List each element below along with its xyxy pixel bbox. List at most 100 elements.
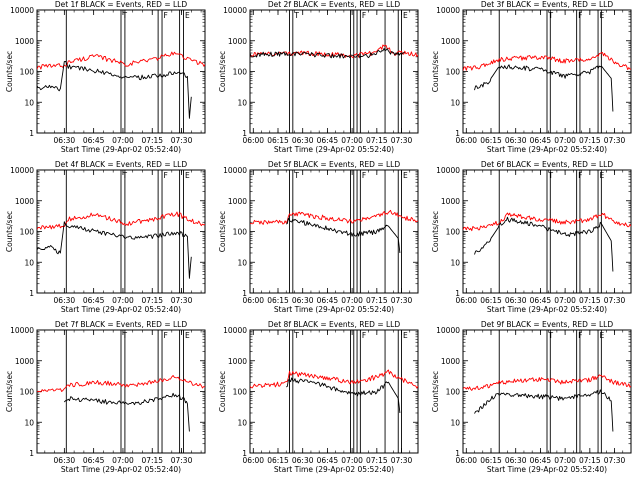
y-tick-label: 1 <box>455 289 460 298</box>
plot-frame <box>249 329 419 454</box>
panel-title: Det 6f BLACK = Events, RED = LLD <box>481 160 614 169</box>
y-axis-label: Counts/sec <box>218 211 227 252</box>
x-tick-label: 06:00 <box>242 456 264 465</box>
y-tick-label: 10 <box>237 258 247 267</box>
detector-panel: Det 9f BLACK = Events, RED = LLD 1 10 100 10… <box>431 320 632 474</box>
y-tick-label: 100 <box>20 228 35 237</box>
x-tick-label: 06:45 <box>317 456 339 465</box>
x-tick-label: 07:30 <box>171 296 193 305</box>
y-tick-label: 1 <box>242 289 247 298</box>
x-tick-label: 07:15 <box>579 296 601 305</box>
plot-area: TFE <box>37 10 205 133</box>
y-tick-label: 100 <box>20 68 35 77</box>
x-tick-label: 06:00 <box>455 136 477 145</box>
y-tick-label: 10000 <box>436 326 460 335</box>
event-marker-label: E <box>403 11 408 20</box>
x-tick-label: 06:15 <box>480 456 502 465</box>
y-tick-label: 1 <box>29 129 34 138</box>
x-tick-label: 06:15 <box>267 296 289 305</box>
x-tick-label: 06:15 <box>480 136 502 145</box>
y-tick-label: 10000 <box>436 166 460 175</box>
lld-series-line <box>250 209 418 225</box>
x-tick-label: 07:30 <box>604 296 626 305</box>
y-tick-label: 1000 <box>441 197 460 206</box>
x-tick-label: 06:15 <box>267 136 289 145</box>
x-tick-label: 07:15 <box>366 456 388 465</box>
event-marker-label: E <box>600 331 605 340</box>
y-tick-label: 1 <box>29 449 34 458</box>
panel-title: Det 2f BLACK = Events, RED = LLD <box>268 0 401 9</box>
y-axis-label: Counts/sec <box>431 371 440 412</box>
x-tick-label: 06:00 <box>242 296 264 305</box>
lld-series-line <box>463 212 631 232</box>
x-axis-label: Start Time (29-Apr-02 05:52:40) <box>487 465 607 474</box>
event-marker-label: T <box>293 11 299 20</box>
detector-panel: Det 5f BLACK = Events, RED = LLD 1 10 100 10… <box>218 160 419 314</box>
detector-panel: Det 8f BLACK = Events, RED = LLD 1 10 100 10… <box>218 320 419 474</box>
x-tick-label: 06:00 <box>455 296 477 305</box>
y-tick-label: 1000 <box>15 197 34 206</box>
x-tick-label: 06:30 <box>505 296 527 305</box>
y-tick-label: 10000 <box>10 166 34 175</box>
x-tick-label: 06:45 <box>83 136 105 145</box>
x-tick-label: 06:30 <box>54 296 76 305</box>
y-tick-label: 100 <box>20 388 35 397</box>
events-series-line <box>250 48 405 59</box>
x-tick-label: 06:30 <box>292 296 314 305</box>
y-tick-label: 1 <box>455 129 460 138</box>
panel-title: Det 7f BLACK = Events, RED = LLD <box>55 320 188 329</box>
event-marker-label: F <box>362 11 366 20</box>
y-tick-label: 1000 <box>441 37 460 46</box>
plot-area: TFE <box>463 330 631 453</box>
x-tick-label: 06:00 <box>455 456 477 465</box>
panel-title: Det 5f BLACK = Events, RED = LLD <box>268 160 401 169</box>
panel-title: Det 1f BLACK = Events, RED = LLD <box>55 0 188 9</box>
x-tick-label: 07:00 <box>112 136 134 145</box>
x-tick-label: 07:00 <box>341 296 363 305</box>
y-axis-label: Counts/sec <box>218 51 227 92</box>
y-tick-label: 10 <box>450 418 460 427</box>
x-tick-label: 07:30 <box>171 456 193 465</box>
x-tick-label: 06:45 <box>83 296 105 305</box>
events-series-line <box>285 377 401 414</box>
event-marker-label: E <box>185 171 190 180</box>
y-tick-label: 10000 <box>10 326 34 335</box>
events-series-line <box>37 221 192 279</box>
event-marker-label: T <box>293 171 299 180</box>
lld-series-line <box>37 51 205 70</box>
x-tick-label: 06:00 <box>242 136 264 145</box>
y-tick-label: 1000 <box>15 37 34 46</box>
y-tick-label: 10 <box>237 418 247 427</box>
event-marker-label: E <box>403 171 408 180</box>
y-tick-label: 1 <box>242 129 247 138</box>
y-tick-label: 100 <box>446 228 461 237</box>
y-tick-label: 10000 <box>10 6 34 15</box>
y-tick-label: 100 <box>446 388 461 397</box>
y-tick-label: 1000 <box>228 357 247 366</box>
panel-title: Det 3f BLACK = Events, RED = LLD <box>481 0 614 9</box>
x-tick-label: 06:30 <box>292 456 314 465</box>
x-tick-label: 07:15 <box>366 136 388 145</box>
x-tick-label: 07:30 <box>391 456 413 465</box>
events-series-line <box>285 217 401 254</box>
x-tick-label: 07:15 <box>141 456 163 465</box>
plot-area: TFE <box>463 10 631 133</box>
y-tick-label: 10 <box>450 98 460 107</box>
x-tick-label: 06:45 <box>530 456 552 465</box>
x-axis-label: Start Time (29-Apr-02 05:52:40) <box>274 465 394 474</box>
y-tick-label: 10000 <box>223 326 247 335</box>
x-tick-label: 07:00 <box>554 456 576 465</box>
y-tick-label: 100 <box>446 68 461 77</box>
plot-frame <box>249 9 419 134</box>
event-marker-label: F <box>362 171 366 180</box>
events-series-line <box>63 392 190 432</box>
event-marker-label: E <box>403 331 408 340</box>
y-tick-label: 100 <box>233 68 248 77</box>
y-tick-label: 1000 <box>228 197 247 206</box>
x-tick-label: 07:00 <box>112 456 134 465</box>
x-tick-label: 06:30 <box>292 136 314 145</box>
x-tick-label: 07:30 <box>391 296 413 305</box>
x-tick-label: 07:15 <box>141 296 163 305</box>
